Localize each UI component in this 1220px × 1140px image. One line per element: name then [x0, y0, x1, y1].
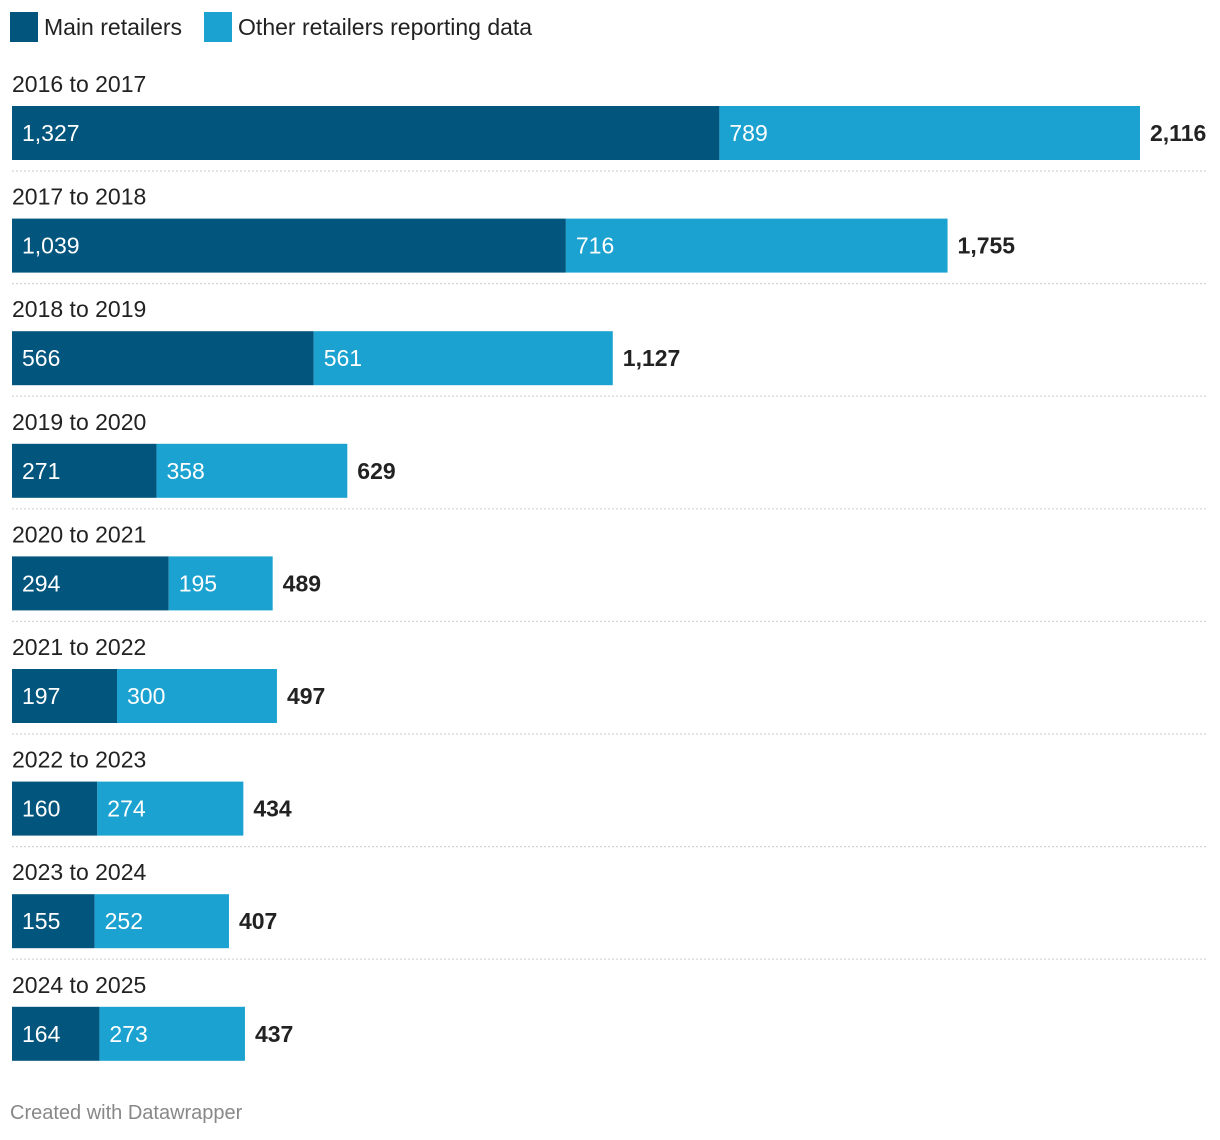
bar-label-main: 1,039 — [22, 233, 80, 259]
legend-item-main: Main retailers — [10, 12, 182, 42]
bar-main-retailers — [12, 443, 157, 498]
bar-main-retailers — [12, 556, 169, 611]
bar-label-other: 274 — [107, 796, 146, 822]
bar-total-label: 437 — [255, 1021, 293, 1047]
bar-total-label: 407 — [239, 908, 277, 934]
bar-other-retailers — [97, 781, 244, 836]
bar-other-retailers — [565, 218, 948, 273]
legend-label-main: Main retailers — [44, 13, 183, 40]
bar-main-retailers — [12, 894, 95, 949]
stacked-bar-chart: 2016 to 2017 1,327 789 2,116 2017 to 2018 1,0… — [12, 71, 1208, 1061]
bar-label-main: 155 — [22, 908, 60, 934]
bar-other-retailers — [313, 331, 613, 386]
legend-swatch-other — [204, 12, 233, 42]
bar-other-retailers — [99, 1006, 245, 1061]
bar-main-retailers — [12, 669, 118, 723]
bar-label-main: 197 — [22, 683, 60, 709]
bar-main-retailers — [12, 1006, 100, 1061]
row-label: 2016 to 2017 — [12, 71, 146, 97]
row-label: 2024 to 2025 — [12, 972, 146, 998]
bar-total-label: 1,755 — [958, 233, 1016, 259]
bar-label-other: 561 — [324, 345, 362, 371]
bar-label-other: 252 — [105, 908, 143, 934]
bar-label-other: 300 — [127, 683, 165, 709]
bar-total-label: 629 — [357, 458, 395, 484]
footer-credit[interactable]: Created with Datawrapper — [10, 1102, 243, 1124]
bar-label-main: 566 — [22, 345, 60, 371]
bar-label-other: 716 — [576, 233, 614, 259]
legend-item-other: Other retailers reporting data — [204, 12, 532, 42]
bar-label-other: 195 — [179, 570, 217, 596]
bar-main-retailers — [12, 331, 314, 386]
row-label: 2021 to 2022 — [12, 634, 146, 660]
row-label: 2019 to 2020 — [12, 409, 146, 435]
bar-total-label: 1,127 — [623, 345, 681, 371]
bar-main-retailers — [12, 106, 720, 160]
legend-swatch-main — [10, 12, 38, 42]
bar-label-main: 271 — [22, 458, 60, 484]
bar-main-retailers — [12, 218, 566, 273]
bar-label-other: 789 — [729, 120, 767, 146]
bar-total-label: 497 — [287, 683, 325, 709]
bar-main-retailers — [12, 781, 98, 836]
bar-label-main: 160 — [22, 796, 60, 822]
bar-other-retailers — [168, 556, 273, 611]
bar-label-other: 273 — [109, 1021, 147, 1047]
row-label: 2023 to 2024 — [12, 859, 147, 885]
bar-other-retailers — [156, 443, 348, 498]
row-label: 2022 to 2023 — [12, 747, 146, 773]
row-label: 2017 to 2018 — [12, 184, 146, 210]
bar-total-label: 2,116 — [1150, 120, 1206, 146]
bar-label-main: 164 — [22, 1021, 61, 1047]
bar-total-label: 489 — [283, 570, 321, 596]
bar-label-main: 294 — [22, 570, 61, 596]
legend-label-other: Other retailers reporting data — [238, 13, 533, 40]
bar-other-retailers — [117, 669, 277, 723]
bar-label-main: 1,327 — [22, 120, 80, 146]
row-label: 2020 to 2021 — [12, 521, 146, 547]
bar-other-retailers — [94, 894, 229, 949]
legend: Main retailers Other retailers reporting… — [10, 12, 554, 42]
bar-label-other: 358 — [166, 458, 204, 484]
bar-other-retailers — [719, 106, 1140, 160]
row-label: 2018 to 2019 — [12, 296, 146, 322]
bar-total-label: 434 — [253, 796, 292, 822]
